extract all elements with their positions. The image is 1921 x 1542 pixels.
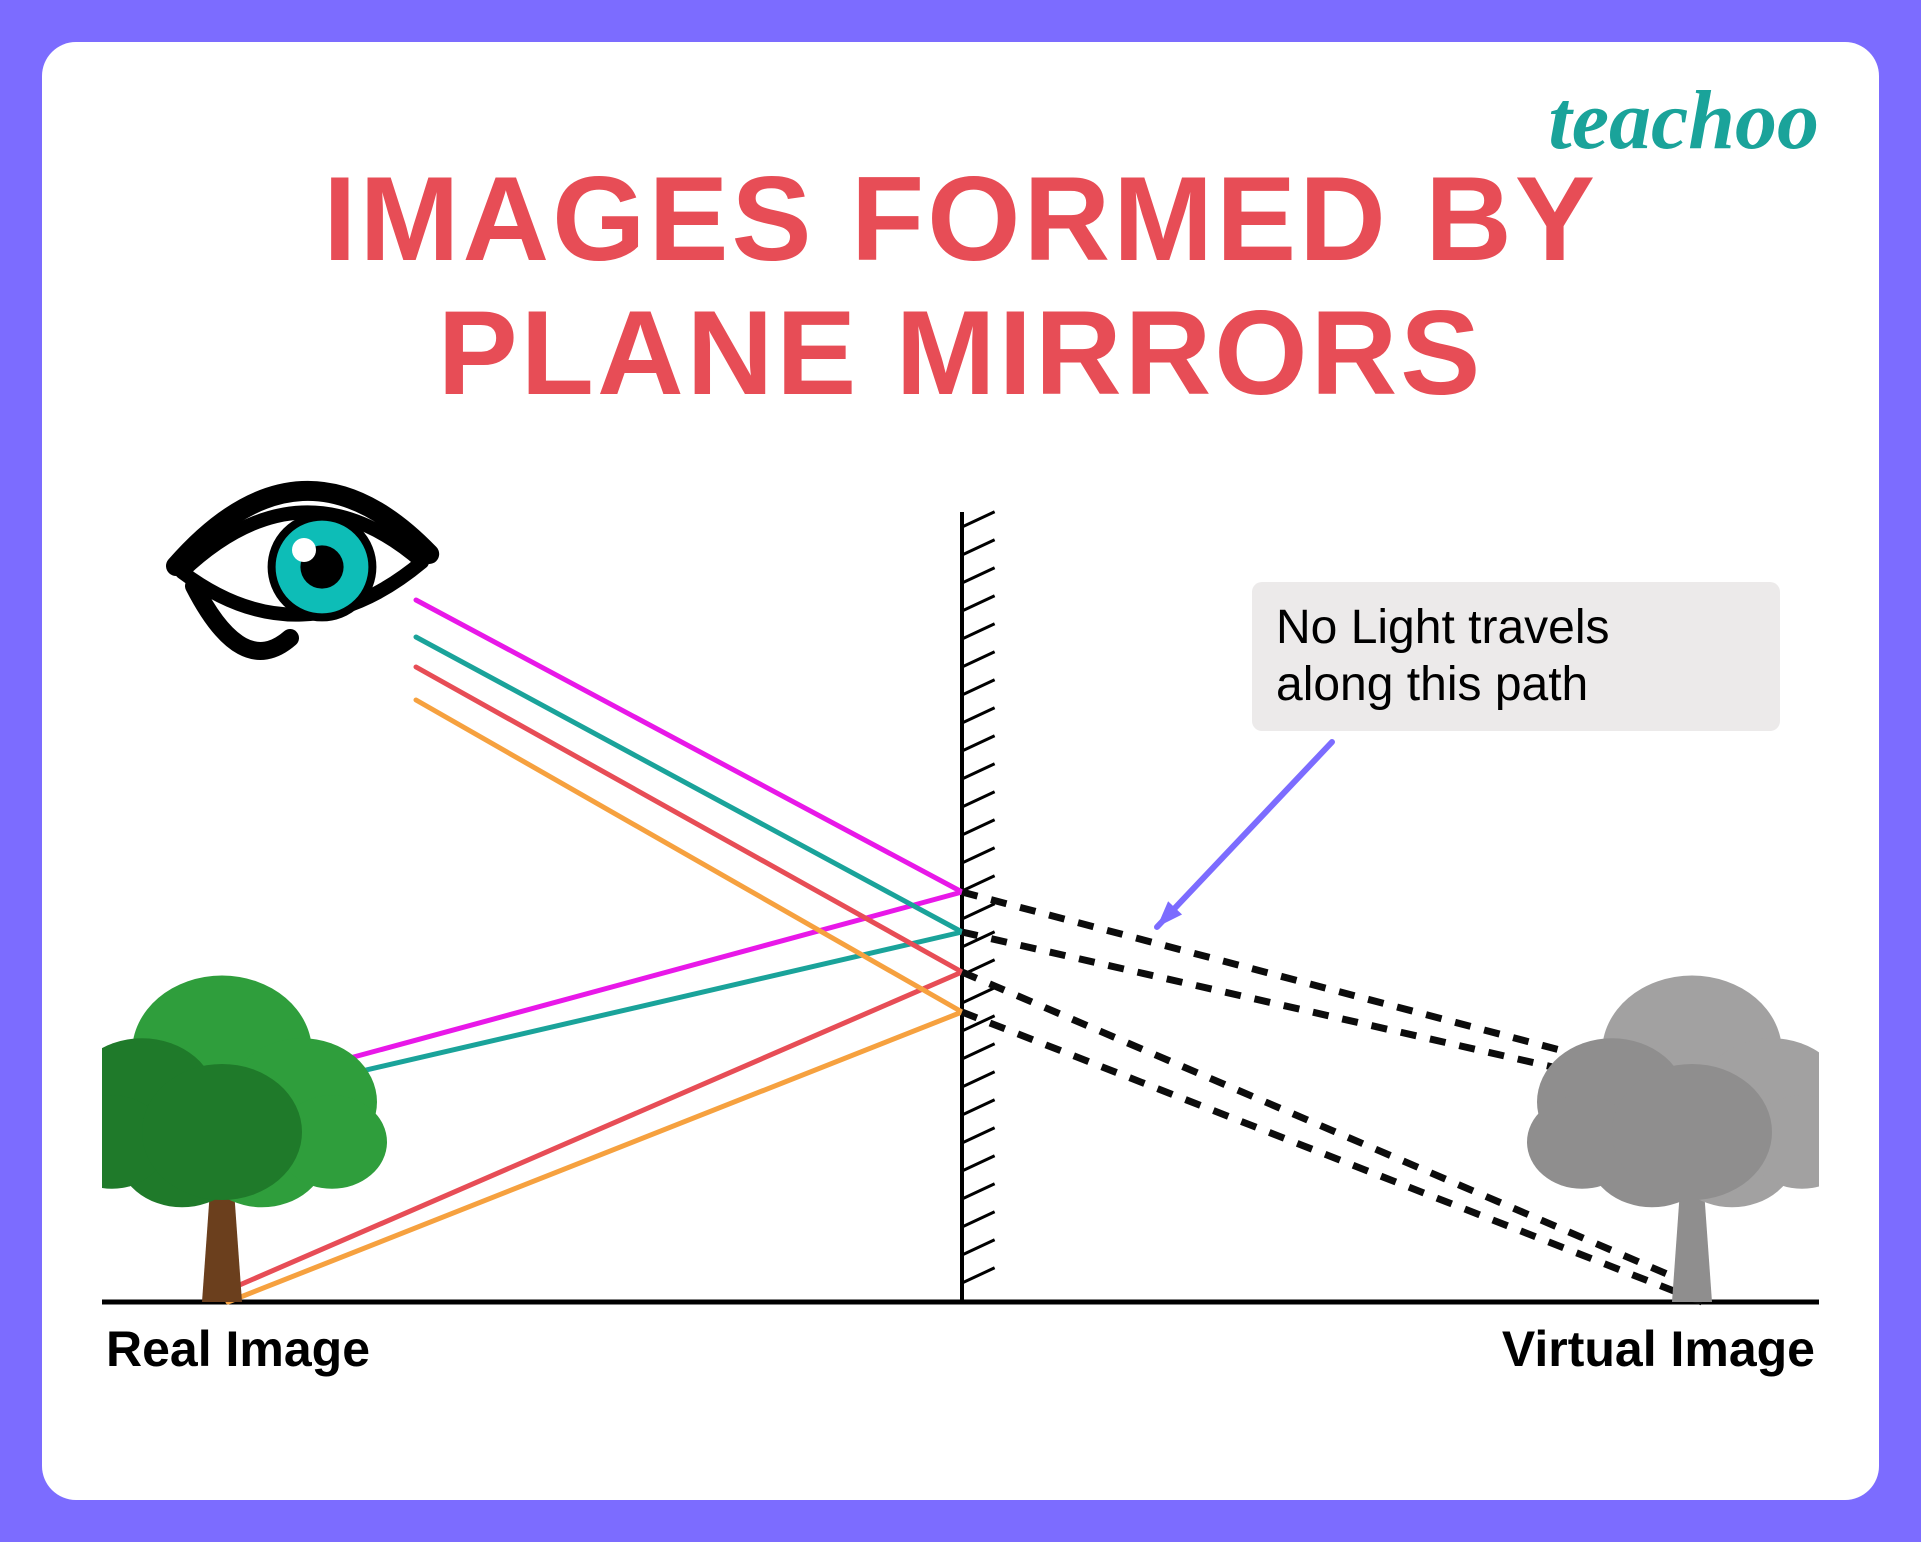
callout-line-2: along this path bbox=[1276, 658, 1588, 711]
label-virtual-image: Virtual Image bbox=[1502, 1320, 1815, 1378]
callout-line-1: No Light travels bbox=[1276, 601, 1610, 654]
callout-box: No Light travels along this path bbox=[1252, 582, 1780, 731]
label-real-image: Real Image bbox=[106, 1320, 370, 1378]
title-line-1: IMAGES FORMED BY bbox=[323, 152, 1598, 286]
title-line-2: PLANE MIRRORS bbox=[438, 286, 1484, 420]
page-title: IMAGES FORMED BY PLANE MIRRORS bbox=[42, 152, 1879, 421]
card: teachoo IMAGES FORMED BY PLANE MIRRORS N… bbox=[42, 42, 1879, 1500]
diagram: No Light travels along this path Real Im… bbox=[102, 472, 1819, 1392]
